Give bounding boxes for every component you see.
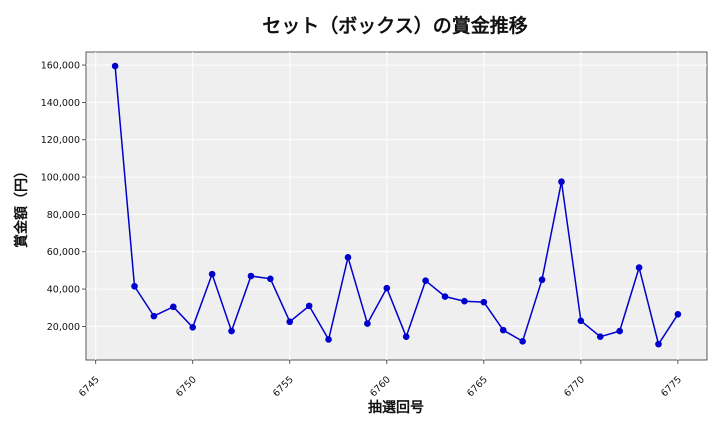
y-axis: 20,000 40,000 60,000 80,000 100,000 120,000 14… <box>41 61 86 333</box>
data-point <box>111 62 119 70</box>
data-point <box>674 310 682 318</box>
x-tick-label: 6755 <box>271 374 296 399</box>
data-point <box>189 324 197 331</box>
data-point <box>131 282 138 290</box>
series-group <box>111 62 682 348</box>
data-point <box>441 293 449 300</box>
x-axis-label: 抽選回号 <box>368 399 424 416</box>
data-point <box>558 178 565 186</box>
data-point <box>247 272 255 280</box>
y-axis-label: 賞金額（円） <box>13 164 30 248</box>
x-tick-label: 6775 <box>659 374 684 399</box>
x-tick-label: 6750 <box>174 374 199 399</box>
y-tick-label: 160,000 <box>41 61 80 72</box>
data-point <box>208 270 216 278</box>
y-tick-label: 120,000 <box>41 135 80 146</box>
data-point <box>325 336 332 343</box>
data-point <box>383 284 391 292</box>
data-point <box>170 303 177 311</box>
data-point <box>635 264 643 271</box>
x-tick-label: 6760 <box>368 374 393 399</box>
y-tick-label: 100,000 <box>41 173 80 184</box>
data-point <box>480 298 488 306</box>
data-point <box>305 302 313 310</box>
data-point <box>616 327 623 335</box>
data-point <box>150 312 158 320</box>
y-tick-label: 40,000 <box>47 285 80 296</box>
data-point <box>286 318 294 326</box>
x-axis: 6745 6750 6755 6760 6765 6770 6775 <box>77 360 684 399</box>
grid-lines <box>86 52 707 360</box>
data-point <box>422 277 429 284</box>
data-point <box>538 276 546 284</box>
data-point <box>228 327 235 335</box>
data-point <box>344 254 352 261</box>
data-point <box>655 340 662 348</box>
chart-title: セット（ボックス）の賞金推移 <box>262 14 527 37</box>
x-tick-label: 6745 <box>77 374 102 399</box>
x-tick-label: 6765 <box>465 374 490 399</box>
series-line <box>114 65 679 346</box>
x-tick-label: 6770 <box>562 374 587 399</box>
y-tick-label: 20,000 <box>47 322 80 333</box>
data-point <box>402 333 410 340</box>
data-point <box>461 297 468 305</box>
data-point <box>577 317 585 325</box>
y-tick-label: 140,000 <box>41 98 80 109</box>
y-tick-label: 60,000 <box>47 247 80 258</box>
data-point <box>519 338 526 345</box>
plot-area <box>85 51 708 361</box>
y-tick-label: 80,000 <box>47 210 80 221</box>
data-point <box>267 275 274 283</box>
data-point <box>596 333 604 340</box>
data-point <box>364 320 371 327</box>
data-point <box>499 326 507 334</box>
